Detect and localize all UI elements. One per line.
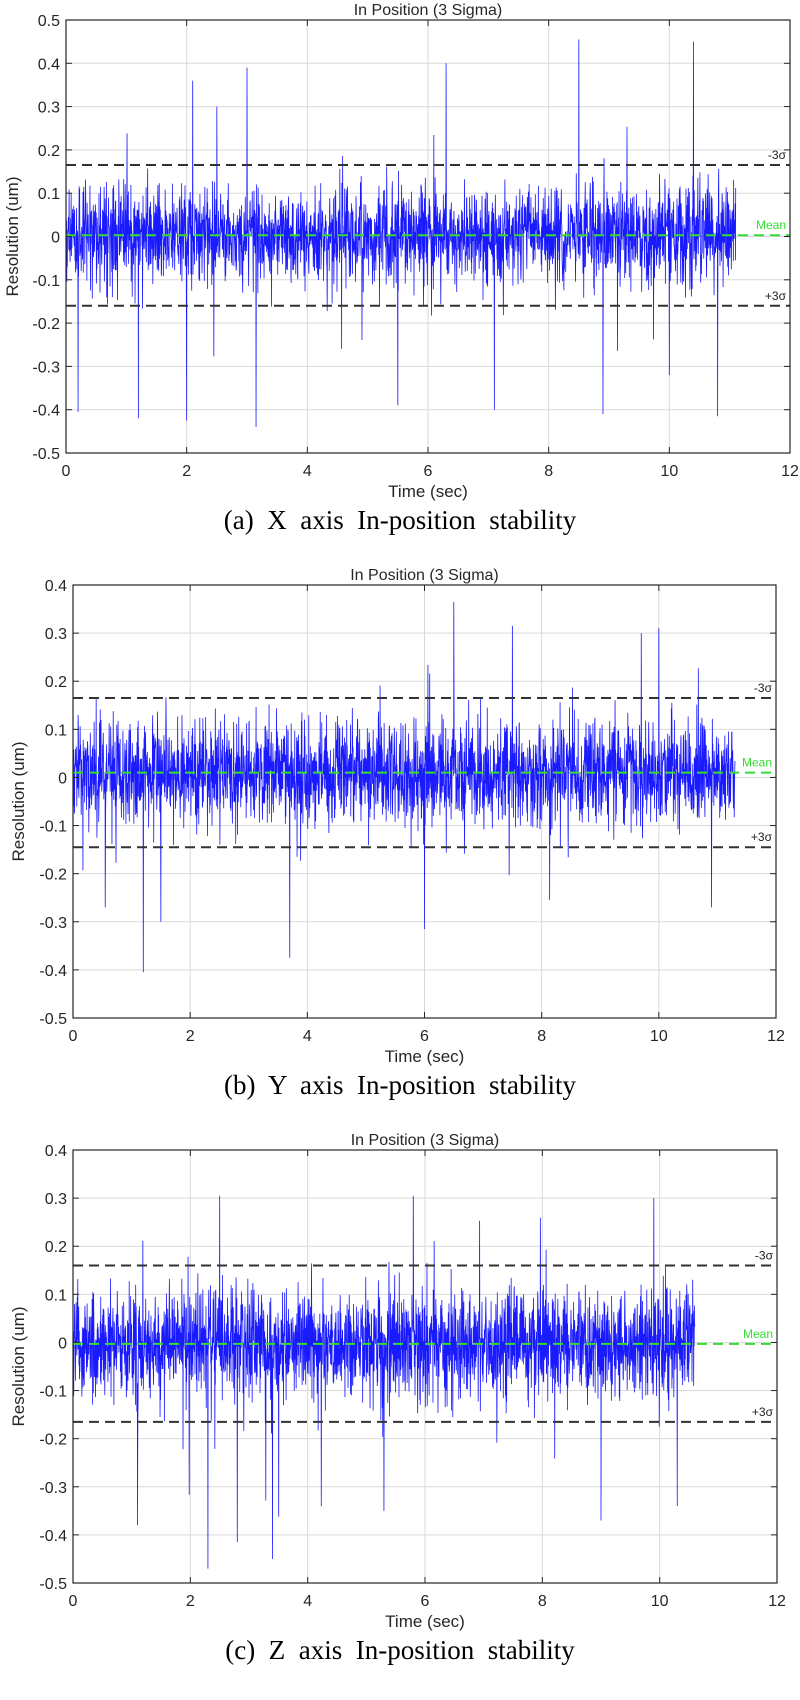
sigma-label: -3σ (754, 681, 773, 695)
chart-title: In Position (3 Sigma) (354, 2, 503, 19)
y-tick-label: 0.1 (45, 722, 67, 739)
y-axis-label: Resolution (um) (9, 1307, 28, 1427)
x-tick-label: 0 (69, 1593, 78, 1610)
y-tick-label: -0.2 (39, 1432, 67, 1449)
sigma-label: -3σ (768, 148, 787, 162)
x-tick-label: 4 (303, 1028, 312, 1045)
y-tick-label: 0.4 (45, 1143, 67, 1160)
y-axis-label: Resolution (um) (9, 742, 28, 862)
x-tick-label: 12 (768, 1593, 786, 1610)
figure-panel-y: -3σ Mean +3σ 0 2 4 6 8 10 12 -0.5 -0.4 -0.3 -0.2 -0.1 0… (0, 565, 800, 1100)
figure-panel-x: -3σ Mean +3σ 0 2 4 6 8 10 12 -0.5 -0.4 -0.3 -0.2 -0.1 0… (0, 0, 800, 535)
y-tick-label: 0 (58, 1335, 67, 1352)
y-tick-label: -0.3 (39, 1480, 67, 1497)
x-tick-label: 0 (62, 463, 71, 480)
y-tick-label: -0.4 (39, 963, 67, 980)
y-tick-label: -0.3 (32, 359, 60, 376)
y-axis-label: Resolution (um) (3, 177, 22, 297)
y-tick-label: -0.1 (39, 819, 67, 836)
x-tick-label: 8 (544, 463, 553, 480)
x-tick-label: 4 (303, 463, 312, 480)
x-tick-label: 8 (538, 1593, 547, 1610)
y-tick-label: -0.5 (39, 1576, 67, 1593)
signal-series (72, 1195, 696, 1569)
chart-z-axis: -3σ Mean +3σ 0 2 4 6 8 10 12 -0.5 -0.4 -0.3 -0.2 -0.1 0… (9, 1132, 786, 1631)
y-tick-label: 0.3 (38, 100, 60, 117)
x-tick-label: 10 (660, 463, 678, 480)
x-tick-label: 10 (651, 1593, 669, 1610)
y-tick-label: 0.4 (45, 578, 67, 595)
x-tick-label: 2 (186, 1593, 195, 1610)
x-tick-label: 12 (767, 1028, 785, 1045)
y-tick-label: -0.1 (32, 273, 60, 290)
y-tick-label: 0.3 (45, 1191, 67, 1208)
x-tick-label: 6 (420, 1028, 429, 1045)
x-tick-label: 8 (537, 1028, 546, 1045)
x-axis-label: Time (sec) (385, 1047, 465, 1066)
y-tick-label: 0.1 (45, 1287, 67, 1304)
y-tick-label: -0.2 (39, 867, 67, 884)
y-tick-label: 0.1 (38, 186, 60, 203)
signal-series (65, 39, 737, 428)
y-tick-label: -0.5 (32, 446, 60, 463)
x-tick-label: 0 (69, 1028, 78, 1045)
x-axis-label: Time (sec) (385, 1612, 465, 1631)
mean-label: Mean (742, 756, 772, 770)
sigma-label: +3σ (751, 830, 773, 844)
mean-label: Mean (743, 1327, 773, 1341)
chart-y-axis: -3σ Mean +3σ 0 2 4 6 8 10 12 -0.5 -0.4 -0.3 -0.2 -0.1 0… (9, 567, 785, 1066)
y-tick-label: 0.5 (38, 13, 60, 30)
y-tick-label: -0.2 (32, 316, 60, 333)
mean-label: Mean (756, 218, 786, 232)
figure-panel-z: -3σ Mean +3σ 0 2 4 6 8 10 12 -0.5 -0.4 -0.3 -0.2 -0.1 0… (0, 1130, 800, 1665)
sigma-label: +3σ (752, 1405, 774, 1419)
x-tick-label: 10 (650, 1028, 668, 1045)
caption-x-axis: (a) X axis In-position stability (223, 505, 577, 535)
sigma-label: +3σ (765, 289, 787, 303)
y-tick-label: 0 (58, 770, 67, 787)
y-tick-label: 0.2 (45, 1239, 67, 1256)
chart-title: In Position (3 Sigma) (351, 1132, 500, 1149)
x-tick-label: 2 (186, 1028, 195, 1045)
x-tick-label: 4 (303, 1593, 312, 1610)
caption-z-axis: (c) Z axis In-position stability (225, 1635, 575, 1665)
y-tick-label: 0.2 (45, 674, 67, 691)
chart-title: In Position (3 Sigma) (350, 567, 499, 584)
x-tick-label: 6 (421, 1593, 430, 1610)
caption-y-axis: (b) Y axis In-position stability (224, 1070, 576, 1100)
sigma-label: -3σ (755, 1248, 774, 1262)
x-tick-label: 12 (781, 463, 799, 480)
y-tick-label: 0.2 (38, 143, 60, 160)
x-tick-label: 2 (182, 463, 191, 480)
signal-series (72, 601, 736, 973)
y-tick-label: -0.5 (39, 1011, 67, 1028)
y-tick-label: -0.3 (39, 915, 67, 932)
y-tick-label: -0.1 (39, 1384, 67, 1401)
y-tick-label: -0.4 (39, 1528, 67, 1545)
chart-x-axis: -3σ Mean +3σ 0 2 4 6 8 10 12 -0.5 -0.4 -0.3 -0.2 -0.1 0… (3, 2, 799, 501)
y-tick-label: 0.4 (38, 56, 60, 73)
y-tick-label: 0 (51, 230, 60, 247)
y-tick-label: -0.4 (32, 403, 60, 420)
x-tick-label: 6 (424, 463, 433, 480)
y-tick-label: 0.3 (45, 626, 67, 643)
x-axis-label: Time (sec) (388, 482, 468, 501)
